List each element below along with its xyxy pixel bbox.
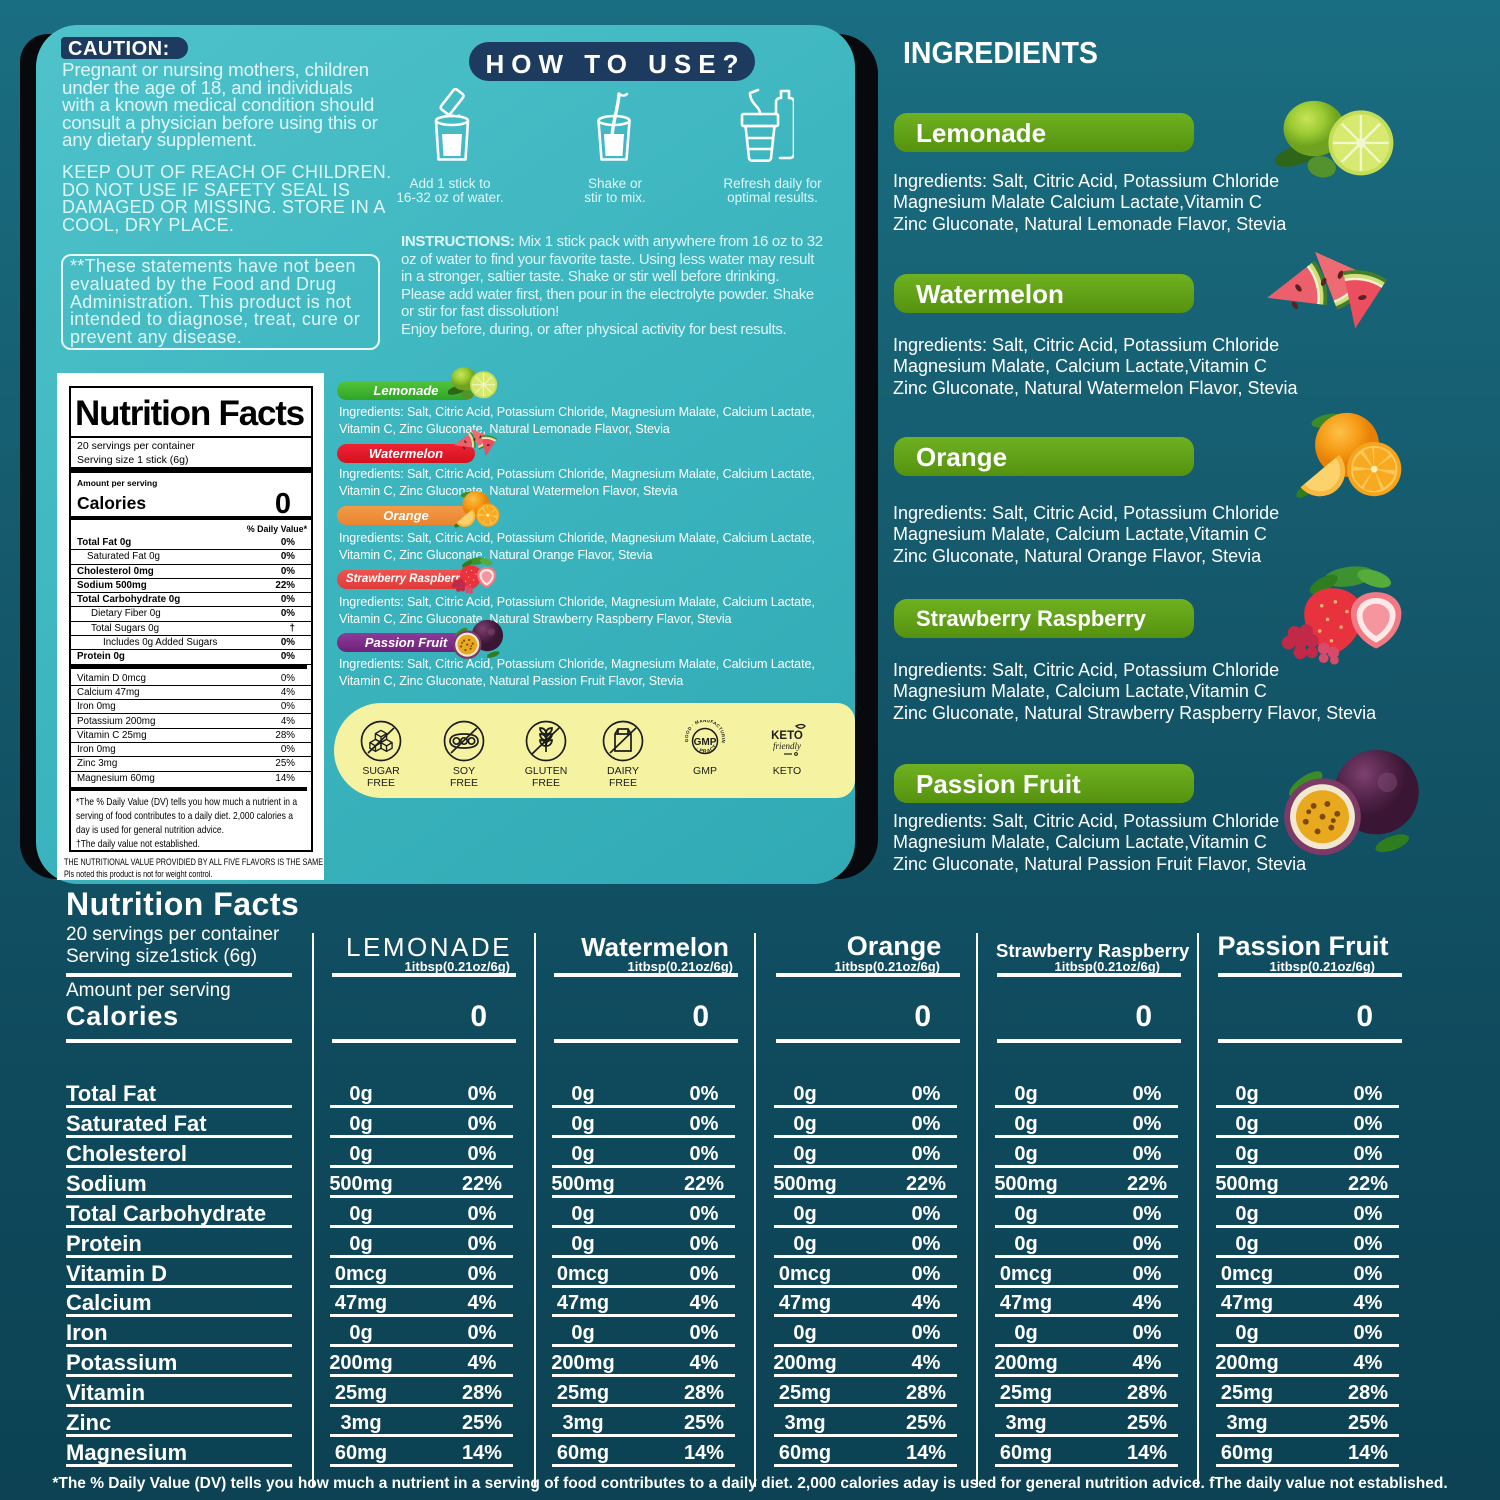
svg-text:KETO: KETO — [771, 730, 803, 742]
svg-text:friendly: friendly — [773, 741, 801, 751]
svg-text:GMP: GMP — [694, 737, 717, 748]
